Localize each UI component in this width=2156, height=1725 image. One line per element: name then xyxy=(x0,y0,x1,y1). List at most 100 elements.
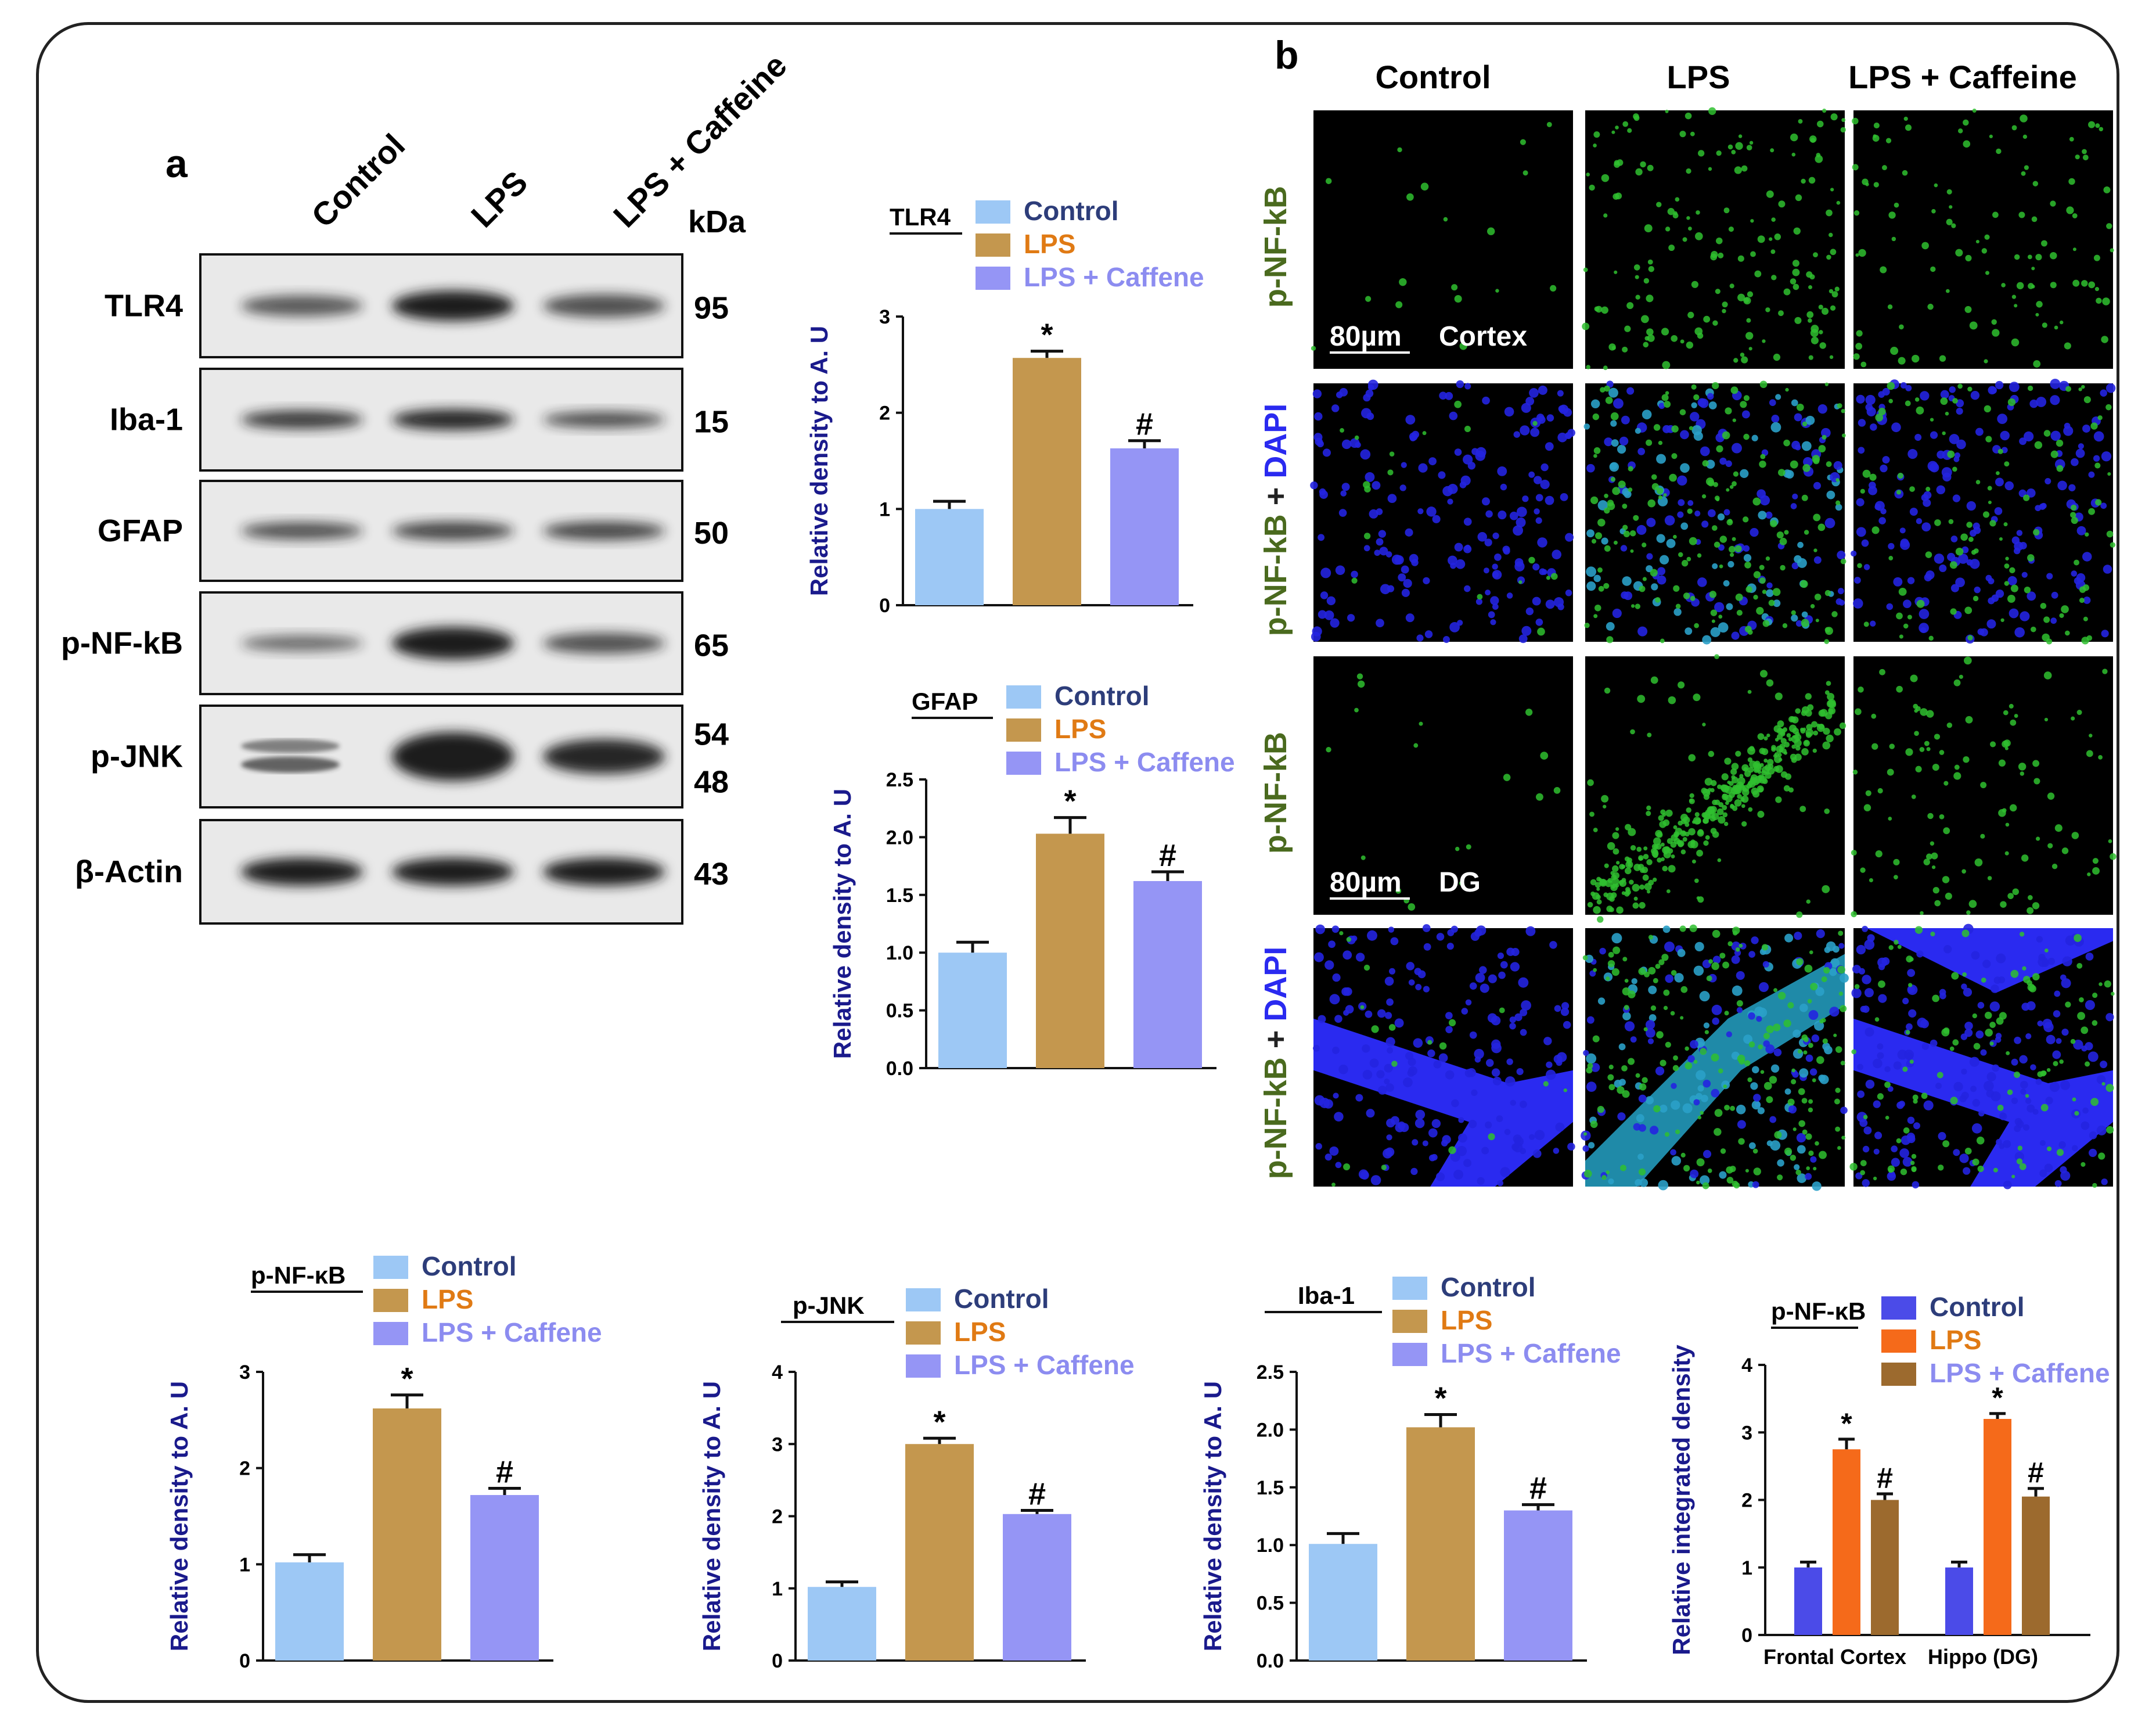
ihc-nucleus xyxy=(1332,1046,1340,1054)
ihc-nucleus xyxy=(2025,1033,2032,1040)
ihc-nucleus xyxy=(1973,526,1981,534)
ihc-nucleus xyxy=(1518,977,1529,988)
ihc-signal xyxy=(1689,924,1697,932)
ihc-signal xyxy=(1610,477,1616,482)
ihc-signal xyxy=(1608,1084,1615,1091)
ihc-nucleus xyxy=(1498,511,1507,520)
ihc-signal xyxy=(1860,361,1867,368)
ihc-nucleus xyxy=(1753,1094,1761,1102)
ihc-nucleus xyxy=(1514,1013,1522,1022)
ihc-signal xyxy=(1897,944,1902,949)
ihc-signal xyxy=(2047,843,2053,849)
ihc-signal xyxy=(2021,171,2026,176)
ihc-signal xyxy=(2050,450,2058,458)
ihc-signal xyxy=(1808,318,1812,323)
ihc-signal xyxy=(1858,249,1866,257)
ihc-nucleus xyxy=(1624,1021,1635,1032)
legend-label: Control xyxy=(1441,1272,1536,1302)
legend-swatch xyxy=(1881,1363,1916,1386)
ihc-nucleus xyxy=(1748,1142,1756,1149)
ihc-signal xyxy=(1908,983,1913,987)
ihc-nucleus xyxy=(1384,1063,1393,1073)
ihc-signal xyxy=(1622,346,1628,353)
ihc-nucleus xyxy=(1355,953,1365,962)
ihc-signal xyxy=(1343,1163,1351,1170)
ihc-signal xyxy=(1955,547,1964,556)
ihc-signal xyxy=(1761,748,1769,756)
ihc-signal xyxy=(1687,840,1696,849)
blot-band xyxy=(543,411,665,428)
ihc-signal xyxy=(1614,160,1620,166)
legend-label: LPS xyxy=(1930,1325,1981,1355)
ihc-signal xyxy=(2081,280,2088,287)
ihc-signal xyxy=(1914,926,1923,934)
bar xyxy=(2022,1496,2050,1635)
ihc-signal xyxy=(1815,1141,1819,1146)
ihc-signal xyxy=(1807,999,1812,1004)
ihc-signal xyxy=(1873,134,1877,138)
ihc-nucleus xyxy=(1601,537,1608,545)
ihc-signal xyxy=(1703,818,1709,824)
ihc-signal xyxy=(1813,548,1817,552)
ihc-signal xyxy=(2044,717,2049,722)
ihc-nucleus xyxy=(1552,549,1561,559)
ihc-nucleus xyxy=(1840,1106,1848,1115)
ihc-signal xyxy=(1765,556,1770,561)
ihc-nucleus xyxy=(1921,522,1931,532)
ihc-nucleus xyxy=(1422,1140,1428,1147)
ihc-signal xyxy=(1998,759,2006,767)
ihc-signal xyxy=(2029,984,2036,993)
ihc-signal xyxy=(1622,524,1628,530)
ihc-signal xyxy=(1662,361,1671,369)
ihc-signal xyxy=(1769,1076,1777,1084)
ihc-nucleus xyxy=(1888,542,1895,550)
ihc-nucleus xyxy=(1545,599,1555,609)
ihc-signal xyxy=(1708,959,1714,964)
ihc-signal xyxy=(1711,962,1719,971)
ihc-signal xyxy=(1921,242,1929,250)
ihc-signal xyxy=(1600,387,1606,393)
ihc-nucleus xyxy=(1899,1148,1909,1158)
ihc-nucleus xyxy=(1323,1099,1333,1109)
ihc-signal xyxy=(1812,1078,1816,1083)
ihc-signal xyxy=(1885,138,1892,143)
ihc-signal xyxy=(2070,504,2077,511)
ihc-nucleus xyxy=(1380,584,1391,595)
ihc-nucleus xyxy=(1324,960,1334,970)
ihc-signal xyxy=(1624,325,1631,332)
ihc-signal xyxy=(1831,611,1838,617)
ihc-signal xyxy=(1603,892,1608,897)
ihc-signal xyxy=(1837,965,1845,974)
ihc-signal xyxy=(1926,853,1932,860)
ihc-nucleus xyxy=(1994,507,2003,515)
blot-band xyxy=(543,739,665,774)
ihc-signal xyxy=(2101,1081,2105,1086)
ihc-signal xyxy=(1583,1132,1588,1136)
scale-bar-label: 80µm xyxy=(1330,321,1402,352)
ihc-nucleus xyxy=(1829,1007,1840,1017)
ihc-signal xyxy=(1612,946,1621,954)
ihc-nucleus xyxy=(2020,611,2030,621)
ihc-signal xyxy=(1763,736,1768,741)
ihc-nucleus xyxy=(1446,943,1454,950)
ihc-nucleus xyxy=(1907,1135,1916,1144)
ihc-nucleus xyxy=(1658,402,1665,409)
ihc-signal xyxy=(1802,421,1808,427)
ihc-nucleus xyxy=(1387,494,1397,504)
ihc-nucleus xyxy=(1318,534,1325,541)
ihc-nucleus xyxy=(1833,461,1842,470)
ihc-signal xyxy=(1855,253,1859,257)
ihc-signal xyxy=(1702,1182,1709,1189)
ihc-signal xyxy=(1926,747,1931,752)
ihc-signal xyxy=(1813,252,1818,258)
ihc-signal xyxy=(1658,495,1662,499)
ihc-nucleus xyxy=(2019,1055,2028,1064)
ihc-signal xyxy=(1787,1002,1794,1009)
ihc-nucleus xyxy=(1693,1099,1700,1106)
ihc-nucleus xyxy=(1476,925,1486,936)
ihc-nucleus xyxy=(1964,1022,1973,1030)
ihc-signal xyxy=(1642,1077,1648,1083)
ihc-signal xyxy=(2000,618,2004,622)
ihc-signal xyxy=(2085,1061,2090,1067)
ihc-signal xyxy=(2009,703,2014,709)
